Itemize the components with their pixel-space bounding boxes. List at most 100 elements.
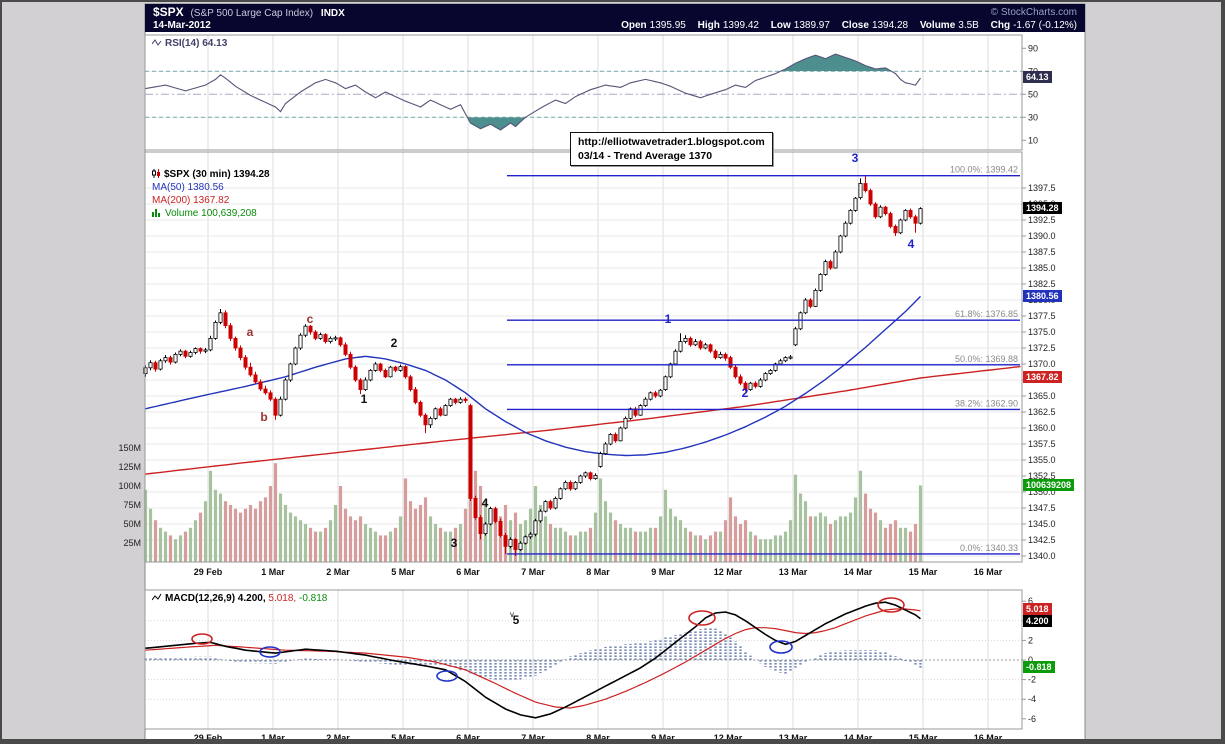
svg-text:75M: 75M <box>123 500 141 510</box>
header-quote-row: 14-Mar-2012 Open 1395.95 High 1399.42 Low 1… <box>153 19 1077 32</box>
volume-bars-icon <box>152 208 162 221</box>
svg-text:1352.5: 1352.5 <box>1028 471 1056 481</box>
last-price-box: 1394.28 <box>1023 202 1062 214</box>
candlestick-icon <box>152 169 161 182</box>
svg-text:-6: -6 <box>1028 714 1036 724</box>
price-axis: 1340.0 1342.5 1345.0 1347.5 1350.0 1352.5 1355… <box>145 183 1056 561</box>
svg-text:1350.0: 1350.0 <box>1028 487 1056 497</box>
copyright: © StockCharts.com <box>990 7 1077 18</box>
svg-text:1382.5: 1382.5 <box>1028 279 1056 289</box>
svg-text:-4: -4 <box>1028 694 1036 704</box>
svg-text:12 Mar: 12 Mar <box>714 567 743 577</box>
fib-retracement: 100.0%: 1399.42 61.8%: 1376.85 50.0%: 1369… <box>507 165 1020 555</box>
macd-signal-box: 5.018 <box>1023 603 1052 615</box>
svg-text:6: 6 <box>1028 596 1033 606</box>
svg-text:1357.5: 1357.5 <box>1028 439 1056 449</box>
svg-text:1345.0: 1345.0 <box>1028 519 1056 529</box>
svg-text:150M: 150M <box>118 443 141 453</box>
svg-text:2 Mar: 2 Mar <box>326 733 350 743</box>
svg-text:14 Mar: 14 Mar <box>844 733 873 743</box>
svg-text:1355.0: 1355.0 <box>1028 455 1056 465</box>
volume-value-box: 100639208 <box>1023 479 1075 491</box>
svg-text:90: 90 <box>1028 43 1038 53</box>
squiggle-icon <box>151 593 162 605</box>
svg-text:1397.5: 1397.5 <box>1028 183 1056 193</box>
svg-text:14 Mar: 14 Mar <box>844 567 873 577</box>
svg-text:1390.0: 1390.0 <box>1028 231 1056 241</box>
svg-text:7 Mar: 7 Mar <box>521 567 545 577</box>
macd-hist-label: -0.818 <box>298 593 328 604</box>
open-label: Open <box>621 20 647 31</box>
macd-signal-label: 5.018, <box>268 593 297 604</box>
svg-text:8 Mar: 8 Mar <box>586 733 610 743</box>
symbol: $SPX <box>153 5 184 19</box>
high-value: 1399.42 <box>722 20 759 31</box>
chg-value: -1.67 (-0.12%) <box>1013 20 1077 31</box>
svg-text:1370.0: 1370.0 <box>1028 359 1056 369</box>
ma50-legend-label: MA(50) 1380.56 <box>152 182 224 193</box>
price-legend-label: $SPX (30 min) 1394.28 <box>164 169 270 180</box>
svg-text:61.8%: 1376.85: 61.8%: 1376.85 <box>955 309 1018 319</box>
svg-text:b: b <box>260 410 267 424</box>
rsi-label: RSI(14) 64.13 <box>165 38 228 49</box>
low-value: 1389.97 <box>793 20 830 31</box>
svg-text:50M: 50M <box>123 519 141 529</box>
svg-text:v: v <box>510 610 514 619</box>
svg-text:1: 1 <box>361 392 368 406</box>
svg-text:4: 4 <box>908 237 915 251</box>
svg-text:1: 1 <box>665 312 672 326</box>
svg-text:1372.5: 1372.5 <box>1028 343 1056 353</box>
svg-text:1342.5: 1342.5 <box>1028 535 1056 545</box>
svg-text:1375.0: 1375.0 <box>1028 327 1056 337</box>
svg-text:13 Mar: 13 Mar <box>779 567 808 577</box>
price-legend: $SPX (30 min) 1394.28 MA(50) 1380.56 MA(… <box>152 168 270 220</box>
ma200-legend-label: MA(200) 1367.82 <box>152 195 230 206</box>
svg-text:1 Mar: 1 Mar <box>261 567 285 577</box>
svg-text:1387.5: 1387.5 <box>1028 247 1056 257</box>
svg-text:6 Mar: 6 Mar <box>456 567 480 577</box>
svg-text:2 Mar: 2 Mar <box>326 567 350 577</box>
volume-legend-row: Volume 100,639,208 <box>152 207 270 220</box>
svg-text:3: 3 <box>852 151 859 165</box>
annotation-trend-note: 03/14 - Trend Average 1370 <box>578 150 713 162</box>
symbol-name: (S&P 500 Large Cap Index) <box>190 8 314 19</box>
ma50-line <box>145 295 921 457</box>
svg-text:5 Mar: 5 Mar <box>391 733 415 743</box>
ma50-legend-row: MA(50) 1380.56 <box>152 181 270 194</box>
svg-text:3: 3 <box>451 536 458 550</box>
svg-text:1340.0: 1340.0 <box>1028 551 1056 561</box>
chart-date: 14-Mar-2012 <box>153 20 211 31</box>
annotation-url: http://elliotwavetrader1.blogspot.com <box>578 136 765 148</box>
ma200-value-box: 1367.82 <box>1023 371 1062 383</box>
svg-text:10: 10 <box>1028 135 1038 145</box>
svg-text:29 Feb: 29 Feb <box>194 567 223 577</box>
quote-strip: Open 1395.95 High 1399.42 Low 1389.97 Close… <box>612 19 1077 32</box>
svg-text:2: 2 <box>1028 635 1033 645</box>
svg-text:c: c <box>307 312 314 326</box>
svg-text:50: 50 <box>1028 89 1038 99</box>
price-legend-row: $SPX (30 min) 1394.28 <box>152 168 270 181</box>
svg-text:7 Mar: 7 Mar <box>521 733 545 743</box>
volume-legend-label: Volume 100,639,208 <box>165 208 257 219</box>
low-label: Low <box>770 20 791 31</box>
squiggle-icon <box>151 38 162 50</box>
svg-text:1360.0: 1360.0 <box>1028 423 1056 433</box>
annotation-note-box: http://elliotwavetrader1.blogspot.com 03… <box>570 132 773 166</box>
rsi-panel: 9070503010 <box>145 43 1038 145</box>
rsi-value-box: 64.13 <box>1023 71 1052 83</box>
high-label: High <box>697 20 720 31</box>
svg-text:6 Mar: 6 Mar <box>456 733 480 743</box>
svg-text:16 Mar: 16 Mar <box>974 567 1003 577</box>
svg-text:5 Mar: 5 Mar <box>391 567 415 577</box>
svg-text:50.0%: 1369.88: 50.0%: 1369.88 <box>955 354 1018 364</box>
ma200-line <box>145 365 1021 475</box>
svg-text:2: 2 <box>391 336 398 350</box>
svg-text:5: 5 <box>513 613 520 627</box>
volume-label: Volume <box>919 20 956 31</box>
svg-text:8 Mar: 8 Mar <box>586 567 610 577</box>
macd-hist-box: -0.818 <box>1023 661 1055 673</box>
candles <box>143 175 923 556</box>
svg-text:1377.5: 1377.5 <box>1028 311 1056 321</box>
svg-text:100.0%: 1399.42: 100.0%: 1399.42 <box>950 165 1018 175</box>
svg-text:125M: 125M <box>118 462 141 472</box>
